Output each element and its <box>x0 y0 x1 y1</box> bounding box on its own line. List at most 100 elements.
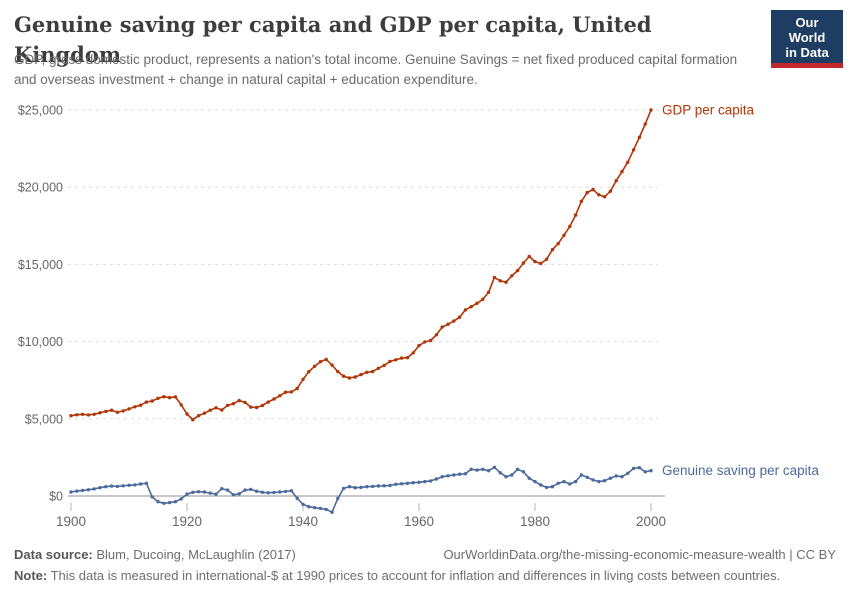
gdp-per-capita-point <box>80 412 85 416</box>
gdp-per-capita-point <box>283 390 288 394</box>
gdp-per-capita-point <box>556 241 560 246</box>
genuine-saving-per-capita-point <box>394 482 398 486</box>
gdp-per-capita-point <box>539 261 543 266</box>
gdp-per-capita-point <box>411 351 415 355</box>
gdp-per-capita-point <box>191 418 195 422</box>
gdp-per-capita-point <box>138 403 143 407</box>
genuine-saving-per-capita-point <box>191 490 195 494</box>
genuine-saving-per-capita-point <box>243 488 247 492</box>
y-tick-label: $15,000 <box>18 258 63 272</box>
genuine-saving-per-capita-point <box>440 475 444 479</box>
genuine-saving-per-capita-point <box>498 471 502 475</box>
gdp-per-capita-point <box>446 322 450 326</box>
gdp-per-capita-point <box>330 363 334 367</box>
genuine-saving-per-capita-point <box>486 469 491 473</box>
genuine-saving-per-capita-point <box>278 490 282 494</box>
genuine-saving-per-capita-point <box>359 485 363 490</box>
owid-url-link[interactable]: OurWorldinData.org/the-missing-economic-… <box>443 547 836 562</box>
gdp-per-capita-point <box>591 187 595 192</box>
genuine-saving-per-capita-point <box>527 476 531 480</box>
genuine-saving-per-capita-point <box>307 505 311 509</box>
gdp-per-capita-point <box>394 358 398 362</box>
gdp-per-capita-point <box>527 254 531 259</box>
gdp-per-capita-point <box>440 325 444 329</box>
genuine-saving-per-capita-point <box>556 481 560 485</box>
genuine-saving-per-capita-point <box>347 485 352 489</box>
genuine-saving-per-capita-point <box>562 479 566 484</box>
gdp-per-capita-point <box>266 400 270 404</box>
note-value: This data is measured in international-$… <box>50 568 781 583</box>
genuine-saving-per-capita-point <box>515 467 520 471</box>
genuine-saving-per-capita-point <box>80 488 85 493</box>
gdp-per-capita-point <box>620 169 624 174</box>
gdp-per-capita-point <box>127 407 131 411</box>
gdp-per-capita-point <box>115 410 120 414</box>
gdp-per-capita-point <box>318 360 323 364</box>
genuine-saving-per-capita-point <box>69 490 73 494</box>
gdp-per-capita-point <box>359 372 363 377</box>
gdp-per-capita-point <box>196 414 201 418</box>
genuine-saving-per-capita-point <box>585 475 589 479</box>
gdp-per-capita-point <box>481 297 485 301</box>
gdp-per-capita-point <box>353 375 357 379</box>
genuine-saving-per-capita-point <box>608 476 613 480</box>
genuine-saving-per-capita-point <box>399 482 404 486</box>
genuine-saving-per-capita-point <box>150 495 154 499</box>
page-title: Genuine saving per capita and GDP per ca… <box>14 12 652 67</box>
gdp-per-capita-point <box>562 233 566 237</box>
gdp-per-capita-point <box>156 396 160 400</box>
genuine-saving-per-capita-point <box>457 472 462 476</box>
genuine-saving-per-capita-point <box>573 479 578 484</box>
genuine-saving-per-capita-point <box>510 473 514 477</box>
genuine-saving-per-capita-point <box>597 479 601 484</box>
owid-logo-line1: Our World <box>788 15 826 45</box>
genuine-saving-per-capita-point <box>185 492 189 496</box>
gdp-per-capita-point <box>515 268 520 273</box>
genuine-saving-per-capita-point <box>637 466 642 470</box>
genuine-saving-per-capita-point <box>550 485 555 489</box>
genuine-saving-per-capita-point <box>504 475 508 479</box>
genuine-saving-per-capita-point <box>521 470 526 474</box>
genuine-saving-per-capita-point <box>475 468 479 472</box>
genuine-saving-per-capita-point <box>579 473 584 477</box>
gdp-per-capita-point <box>405 356 410 360</box>
genuine-saving-per-capita-point <box>539 483 543 487</box>
genuine-saving-per-capita-point <box>452 473 456 477</box>
gdp-per-capita-point <box>214 406 218 410</box>
gdp-per-capita-point <box>278 394 282 398</box>
genuine-saving-per-capita-point <box>353 486 357 490</box>
gdp-per-capita-point <box>167 395 172 400</box>
gdp-per-capita-point <box>173 395 178 399</box>
data-source-value: Blum, Ducoing, McLaughlin (2017) <box>96 547 296 562</box>
genuine-saving-per-capita-point <box>260 490 265 494</box>
genuine-saving-per-capita-point <box>272 490 276 495</box>
genuine-saving-per-capita-point <box>626 471 630 475</box>
gdp-per-capita-point <box>208 408 212 412</box>
genuine-saving-per-capita-point <box>469 467 473 471</box>
genuine-saving-per-capita-point <box>533 479 537 484</box>
x-tick-label: 2000 <box>636 514 666 529</box>
genuine-saving-per-capita-line <box>70 466 652 514</box>
genuine-saving-per-capita-point <box>289 489 294 493</box>
gdp-per-capita-point <box>463 308 468 312</box>
genuine-saving-per-capita-point <box>179 497 183 501</box>
y-tick-label: $10,000 <box>18 335 63 349</box>
y-tick-label: $25,000 <box>18 104 63 118</box>
chart-subtitle: GDP, gross domestic product, represents … <box>14 52 738 87</box>
genuine-saving-per-capita-point <box>225 488 230 492</box>
gdp-per-capita-point <box>597 193 601 197</box>
genuine-saving-per-capita-point <box>336 496 340 501</box>
data-source: Data source: Blum, Ducoing, McLaughlin (… <box>14 546 296 564</box>
gdp-per-capita-point <box>237 398 241 403</box>
genuine-saving-per-capita-point <box>463 472 468 476</box>
gdp-per-capita-point <box>614 179 618 183</box>
genuine-saving-per-capita-point <box>591 478 595 482</box>
gdp-per-capita-point <box>312 364 317 368</box>
genuine-saving-per-capita-point <box>133 483 137 487</box>
genuine-saving-per-capita-point <box>649 469 653 473</box>
gdp-per-capita-point <box>521 261 526 265</box>
gdp-per-capita-point <box>104 409 108 414</box>
genuine-saving-per-capita-point <box>341 486 346 491</box>
genuine-saving-per-capita-point <box>365 485 369 489</box>
